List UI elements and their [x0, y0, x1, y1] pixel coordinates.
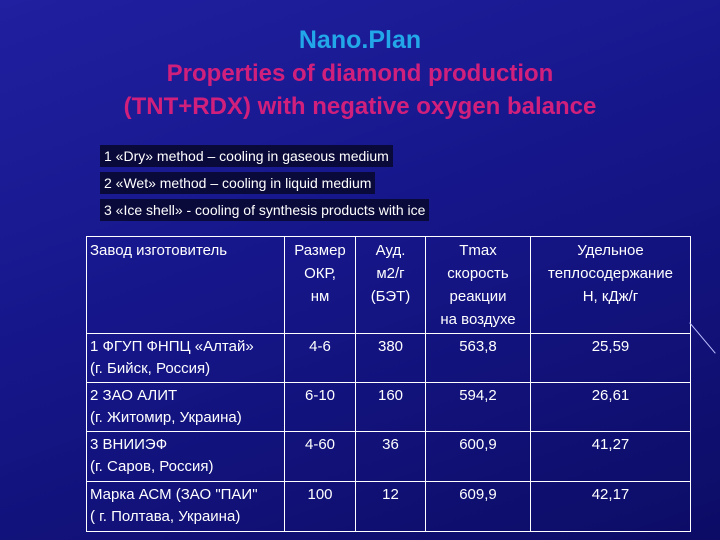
table-row: 1 ФГУП ФНПЦ «Алтай» (г. Бийск, Россия) 4-6… [86, 333, 691, 383]
table-cell: 609,9 [425, 481, 531, 532]
table-cell: Марка АСМ (ЗАО "ПАИ" ( г. Полтава, Украин… [86, 481, 285, 532]
cell-line: нм [310, 288, 330, 305]
cell-line: Марка АСМ (ЗАО "ПАИ" [90, 486, 258, 503]
table-cell: 6-10 [284, 382, 356, 432]
decoration [689, 322, 716, 354]
cell-line: (г. Саров, Россия) [90, 458, 214, 475]
table-cell: 41,27 [530, 431, 691, 482]
table-cell: Tmax скорость реакции на воздухе [425, 236, 531, 334]
table-cell: 3 ВНИИЭФ (г. Саров, Россия) [86, 431, 285, 482]
cell-line: (г. Бийск, Россия) [90, 360, 211, 377]
table-cell: 36 [355, 431, 426, 482]
cell-line: теплосодержание [548, 265, 673, 282]
table-cell: 600,9 [425, 431, 531, 482]
cell-text: 609,9 [459, 486, 497, 503]
cell-line: ( г. Полтава, Украина) [90, 508, 241, 525]
table-cell: 26,61 [530, 382, 691, 432]
cell-line: на воздухе [440, 311, 516, 328]
table-row: 2 ЗАО АЛИТ (г. Житомир, Украина) 6-10 160 59… [86, 382, 691, 432]
cell-text: 160 [377, 387, 404, 404]
table-cell: Удельное теплосодержание Н, кДж/г [530, 236, 691, 334]
table-cell: 1 ФГУП ФНПЦ «Алтай» (г. Бийск, Россия) [86, 333, 285, 383]
cell-line: (г. Житомир, Украина) [90, 409, 242, 426]
table-row: 3 ВНИИЭФ (г. Саров, Россия) 4-60 36 600,9 41,… [86, 431, 691, 482]
table-cell: 100 [284, 481, 356, 532]
table-cell: 12 [355, 481, 426, 532]
cell-text: 36 [382, 436, 399, 453]
cell-text: 26,61 [591, 387, 630, 404]
cell-line: м2/г [376, 265, 405, 282]
table-cell: 380 [355, 333, 426, 383]
cell-text: 4-60 [304, 436, 336, 453]
table-header: Завод изготовитель Размер ОКР, нм Ауд. м2/г (Б… [86, 236, 691, 334]
cell-line: Завод изготовитель [90, 242, 228, 259]
subtitle: Properties of diamond production [166, 60, 554, 87]
cell-text: 41,27 [591, 436, 630, 453]
cell-line: 3 ВНИИЭФ [90, 436, 168, 453]
title: Nano.Plan [298, 26, 422, 54]
cell-line: скорость [447, 265, 509, 282]
table-cell: 594,2 [425, 382, 531, 432]
cell-line: Размер [294, 242, 346, 259]
header-row: Завод изготовитель Размер ОКР, нм Ауд. м2/г (Б… [86, 236, 691, 334]
cell-line: ОКР, [304, 265, 336, 282]
table-row: Марка АСМ (ЗАО "ПАИ" ( г. Полтава, Украин… [86, 481, 691, 532]
cell-text: 380 [377, 338, 404, 355]
table-body: 1 ФГУП ФНПЦ «Алтай» (г. Бийск, Россия) 4-6… [86, 333, 691, 532]
note: 3 «Ice shell» - cooling of synthesis pro… [100, 199, 430, 221]
cell-line: (БЭТ) [370, 288, 411, 305]
table-cell: 563,8 [425, 333, 531, 383]
subtitle: (TNT+RDX) with negative oxygen balance [123, 93, 597, 120]
table-cell: Завод изготовитель [86, 236, 285, 334]
table-cell: Размер ОКР, нм [284, 236, 356, 334]
cell-line: 2 ЗАО АЛИТ [90, 387, 178, 404]
cell-text: 12 [382, 486, 399, 503]
cell-line: реакции [449, 288, 507, 305]
cell-line: Удельное [577, 242, 644, 259]
cell-text: 563,8 [459, 338, 497, 355]
table-cell: 4-60 [284, 431, 356, 482]
cell-line: Ауд. [375, 242, 406, 259]
cell-text: 42,17 [591, 486, 630, 503]
cell-text: 6-10 [304, 387, 336, 404]
cell-line: Н, кДж/г [582, 288, 639, 305]
cell-line: 1 ФГУП ФНПЦ «Алтай» [90, 338, 254, 355]
cell-text: 100 [307, 486, 333, 503]
table-cell: 4-6 [284, 333, 356, 383]
note: 2 «Wet» method – cooling in liquid mediu… [100, 172, 376, 194]
cell-line: Tmax [459, 242, 497, 259]
note: 1 «Dry» method – cooling in gaseous medi… [100, 145, 393, 167]
cell-text: 4-6 [309, 338, 331, 355]
table-cell: 42,17 [530, 481, 691, 532]
table-cell: Ауд. м2/г (БЭТ) [355, 236, 426, 334]
data-table: Завод изготовитель Размер ОКР, нм Ауд. м2/г (Б… [86, 236, 691, 532]
table-cell: 160 [355, 382, 426, 432]
table-cell: 25,59 [530, 333, 691, 383]
cell-text: 25,59 [591, 338, 630, 355]
cell-text: 600,9 [459, 436, 497, 453]
cell-text: 594,2 [459, 387, 497, 404]
table-cell: 2 ЗАО АЛИТ (г. Житомир, Украина) [86, 382, 285, 432]
